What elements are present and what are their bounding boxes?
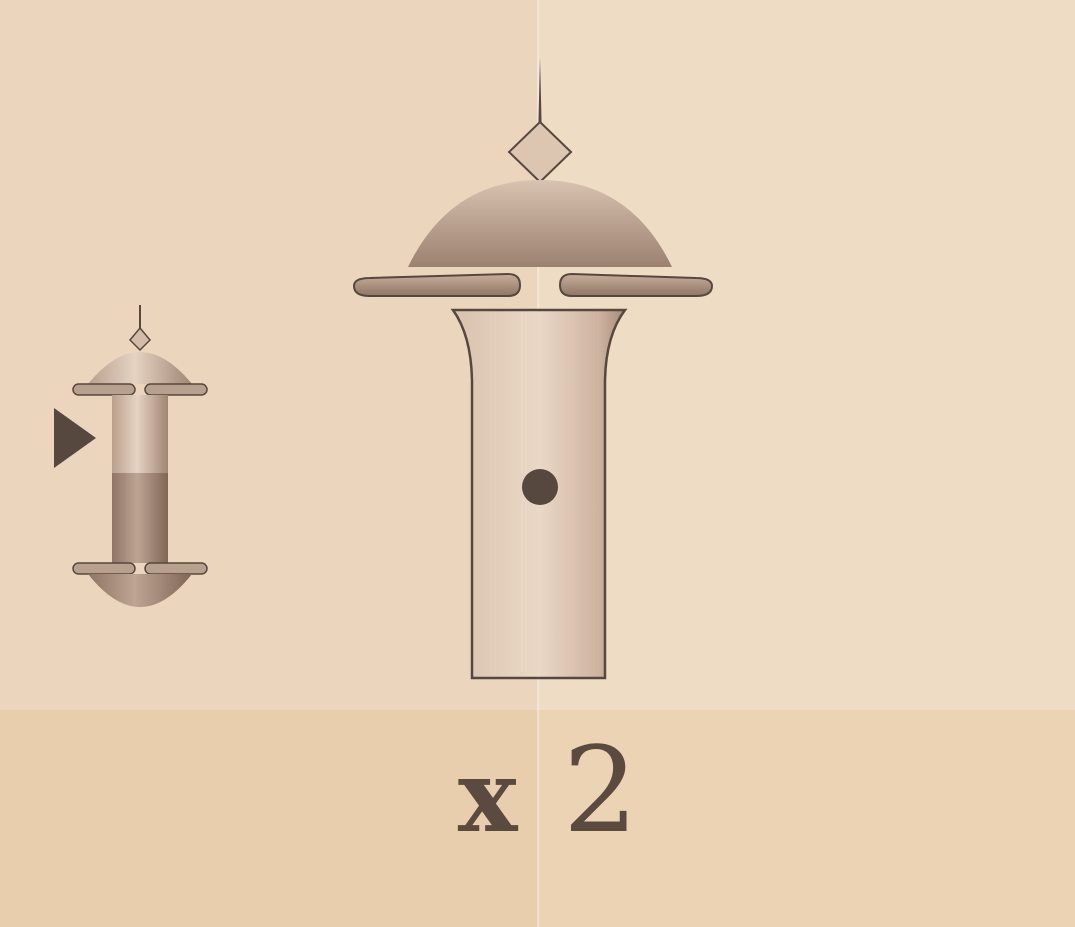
page-left-panel <box>0 0 538 710</box>
triangle-right-icon <box>54 408 96 468</box>
double-ended-rivet-icon <box>72 305 208 607</box>
quantity-value: 2 <box>563 721 643 859</box>
domed-rivet-icon <box>352 58 714 680</box>
quantity-label: x 2 <box>400 715 700 865</box>
bottom-band-right <box>538 710 1075 927</box>
page-right-panel <box>538 0 1075 710</box>
multiplier-symbol: x <box>457 737 522 855</box>
